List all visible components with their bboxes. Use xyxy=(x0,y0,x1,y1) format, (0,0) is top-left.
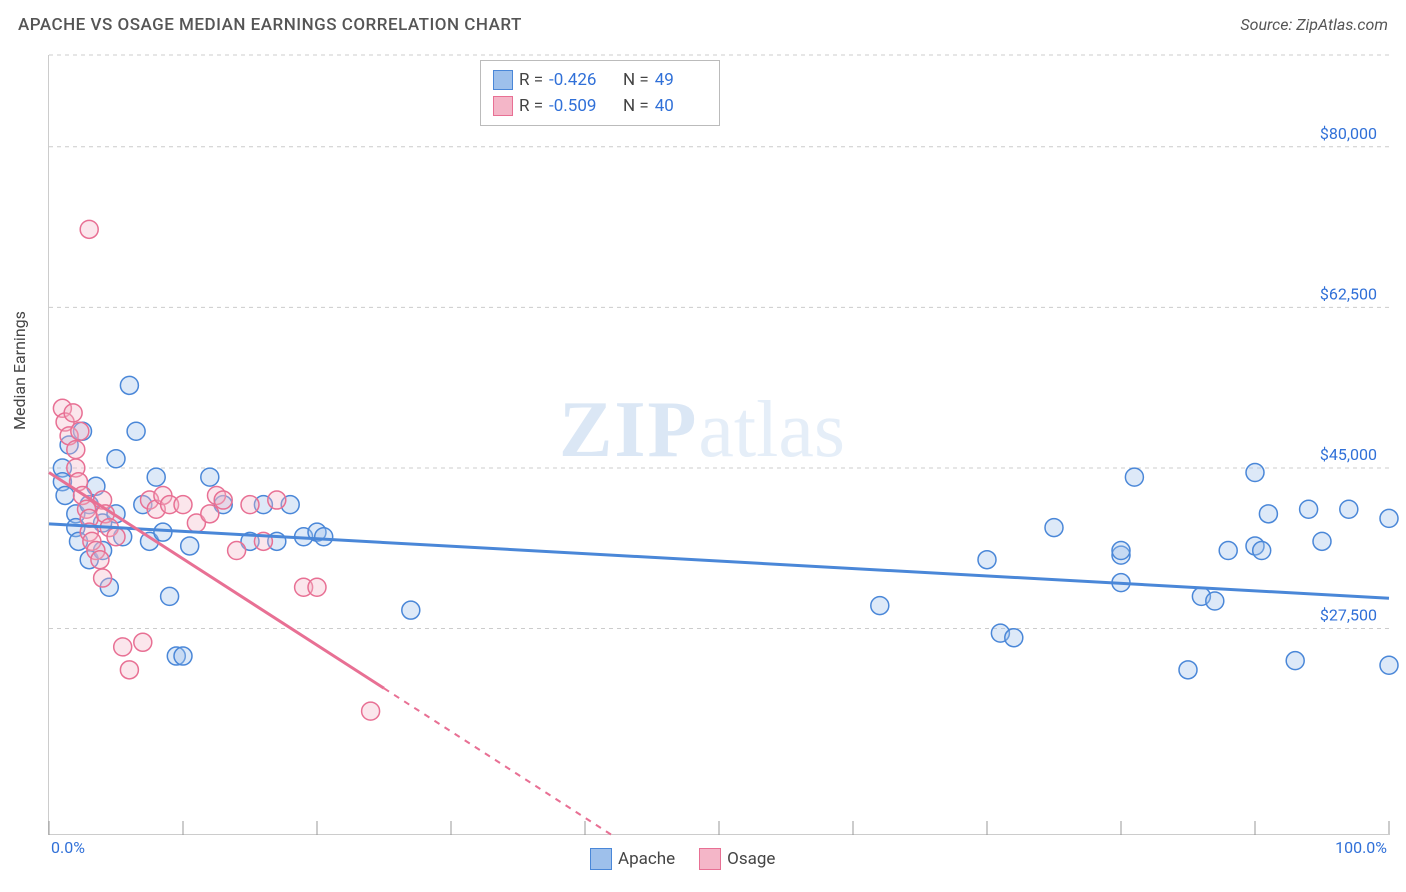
data-point xyxy=(978,551,996,569)
data-point xyxy=(80,220,98,238)
data-point xyxy=(201,505,219,523)
data-point xyxy=(161,587,179,605)
data-point xyxy=(1340,500,1358,518)
n-value: 40 xyxy=(655,93,707,119)
data-point xyxy=(1286,652,1304,670)
r-label: R = xyxy=(519,67,543,93)
r-value: -0.509 xyxy=(549,93,601,119)
data-point xyxy=(134,633,152,651)
x-tick-first: 0.0% xyxy=(51,838,85,857)
legend-label: Osage xyxy=(727,846,775,872)
r-label: R = xyxy=(519,93,543,119)
legend-item: Osage xyxy=(699,846,775,872)
stats-row: R = -0.426 N = 49 xyxy=(493,67,707,93)
data-point xyxy=(1219,542,1237,560)
data-point xyxy=(71,422,89,440)
data-point xyxy=(1300,500,1318,518)
data-point xyxy=(56,486,74,504)
y-tick-label: $62,500 xyxy=(1320,284,1377,303)
legend-label: Apache xyxy=(618,846,675,872)
data-point xyxy=(315,528,333,546)
legend-swatch xyxy=(699,848,721,870)
legend-item: Apache xyxy=(590,846,675,872)
data-point xyxy=(1246,464,1264,482)
data-point xyxy=(228,542,246,560)
data-point xyxy=(1206,592,1224,610)
trend-line-extrapolated xyxy=(384,688,612,835)
chart-header: APACHE VS OSAGE MEDIAN EARNINGS CORRELAT… xyxy=(18,15,1388,45)
legend-swatch xyxy=(493,96,513,116)
data-point xyxy=(147,468,165,486)
series-legend: Apache Osage xyxy=(590,846,775,872)
data-point xyxy=(268,491,286,509)
data-point xyxy=(127,422,145,440)
data-point xyxy=(107,450,125,468)
data-point xyxy=(91,551,109,569)
data-point xyxy=(1125,468,1143,486)
source-attribution: Source: ZipAtlas.com xyxy=(1240,15,1388,34)
stats-row: R = -0.509 N = 40 xyxy=(493,93,707,119)
data-point xyxy=(1179,661,1197,679)
legend-swatch xyxy=(493,70,513,90)
y-axis-label: Median Earnings xyxy=(10,311,29,430)
data-point xyxy=(114,638,132,656)
data-point xyxy=(67,441,85,459)
source-prefix: Source: xyxy=(1240,15,1296,34)
data-point xyxy=(181,537,199,555)
data-point xyxy=(120,661,138,679)
data-point xyxy=(201,468,219,486)
scatter-chart: ZIPatlas $27,500$45,000$62,500$80,0000.0… xyxy=(48,55,1388,835)
data-point xyxy=(1313,532,1331,550)
correlation-stats-box: R = -0.426 N = 49 R = -0.509 N = 40 xyxy=(480,60,720,126)
n-label: N = xyxy=(623,67,649,93)
data-point xyxy=(214,491,232,509)
n-value: 49 xyxy=(655,67,707,93)
legend-swatch xyxy=(590,848,612,870)
data-point xyxy=(174,496,192,514)
y-tick-label: $80,000 xyxy=(1320,124,1377,143)
data-point xyxy=(1380,656,1398,674)
chart-svg: $27,500 $45,000 $62,500 $80,000 0.0% 100.0% xyxy=(49,55,1389,859)
trend-line xyxy=(49,524,1389,598)
data-point xyxy=(64,404,82,422)
data-point xyxy=(1259,505,1277,523)
data-point xyxy=(871,597,889,615)
data-point xyxy=(1112,542,1130,560)
data-point xyxy=(1380,509,1398,527)
r-value: -0.426 xyxy=(549,67,601,93)
data-point xyxy=(1253,542,1271,560)
source-name: ZipAtlas.com xyxy=(1296,15,1388,34)
y-tick-label: $27,500 xyxy=(1320,606,1377,625)
n-label: N = xyxy=(623,93,649,119)
data-point xyxy=(402,601,420,619)
x-tick-last: 100.0% xyxy=(1335,838,1387,857)
data-point xyxy=(120,376,138,394)
y-tick-label: $45,000 xyxy=(1320,445,1377,464)
data-point xyxy=(1005,629,1023,647)
data-point xyxy=(174,647,192,665)
data-point xyxy=(1045,519,1063,537)
data-point xyxy=(308,578,326,596)
data-point xyxy=(94,569,112,587)
data-point xyxy=(241,496,259,514)
data-point xyxy=(362,702,380,720)
data-point xyxy=(107,528,125,546)
chart-title: APACHE VS OSAGE MEDIAN EARNINGS CORRELAT… xyxy=(18,15,522,35)
data-point xyxy=(154,523,172,541)
